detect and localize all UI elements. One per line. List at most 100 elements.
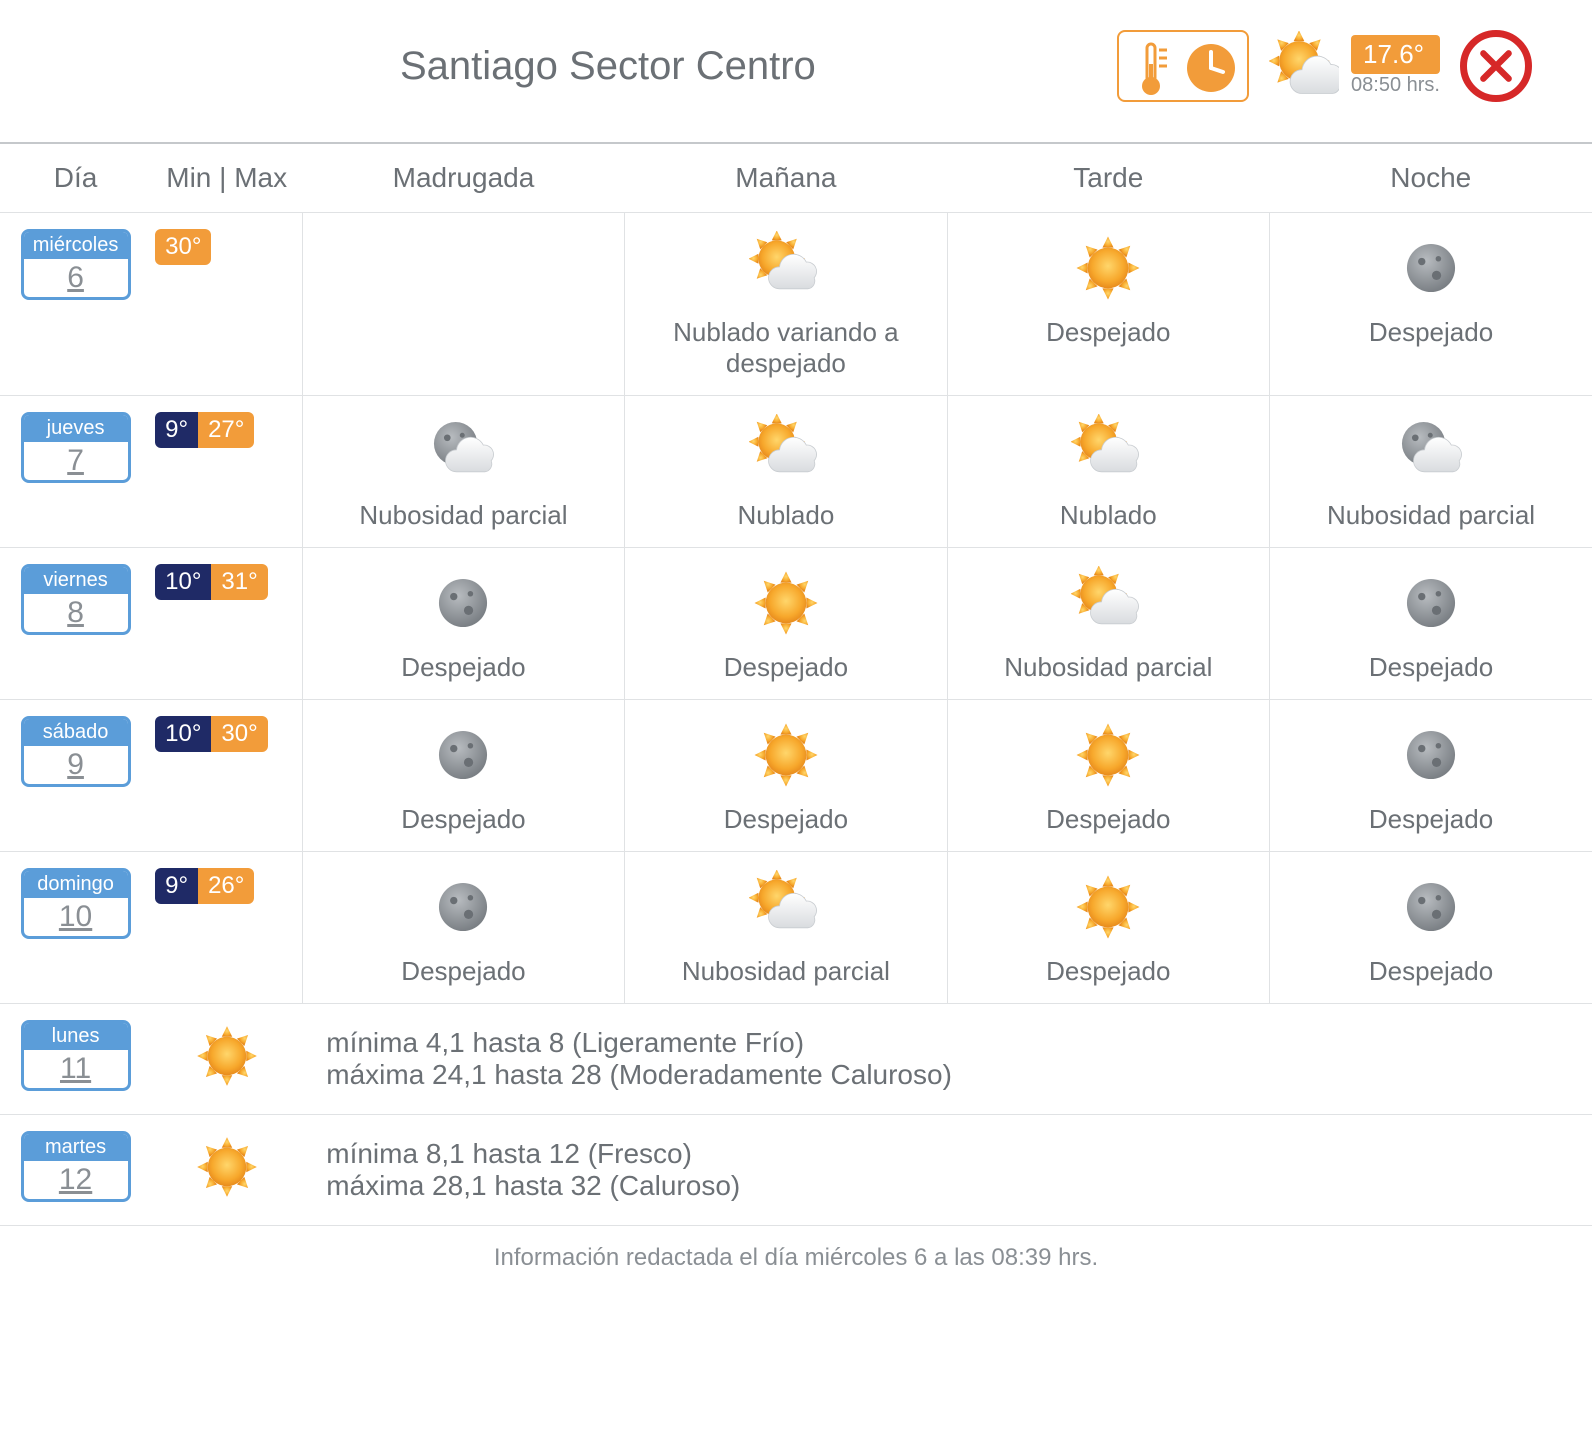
period-cell: Despejado <box>311 868 616 987</box>
day-name: miércoles <box>24 232 128 259</box>
period-label: Nubosidad parcial <box>1327 500 1535 531</box>
sun_cloud-icon <box>1071 414 1145 488</box>
period-label: Despejado <box>724 652 848 683</box>
day-name: domingo <box>24 871 128 898</box>
sun_cloud-icon <box>749 231 823 305</box>
sun-icon <box>1071 870 1145 944</box>
period-cell: Nubosidad parcial <box>956 564 1261 683</box>
close-icon <box>1477 47 1515 85</box>
period-cell: Nublado <box>633 412 938 531</box>
max-temp: 30° <box>211 716 267 752</box>
period-label: Nubosidad parcial <box>359 500 567 531</box>
moon-icon <box>426 718 500 792</box>
ext-min-line: mínima 4,1 hasta 8 (Ligeramente Frío) <box>326 1027 1584 1059</box>
current-weather: 17.6° 08:50 hrs. <box>1269 31 1440 101</box>
day-name: jueves <box>24 415 128 442</box>
col-minmax-header: Min | Max <box>151 144 302 213</box>
sun-icon <box>192 1021 262 1091</box>
day-chip[interactable]: domingo10 <box>21 868 131 939</box>
header-right: 17.6° 08:50 hrs. <box>1117 30 1532 102</box>
day-chip[interactable]: jueves7 <box>21 412 131 483</box>
period-cell: Despejado <box>633 564 938 683</box>
period-cell: Despejado <box>311 716 616 835</box>
day-chip[interactable]: viernes8 <box>21 564 131 635</box>
sun-icon <box>1071 231 1145 305</box>
current-time-label: 08:50 hrs. <box>1351 74 1440 97</box>
min-temp: 9° <box>155 868 198 904</box>
day-chip[interactable]: sábado9 <box>21 716 131 787</box>
page-title: Santiago Sector Centro <box>400 44 816 89</box>
period-label: Nublado <box>1060 500 1157 531</box>
minmax-badge: 10°30° <box>155 716 268 752</box>
forecast-table: Día Min | Max Madrugada Mañana Tarde Noc… <box>0 144 1592 1226</box>
max-temp: 30° <box>155 229 211 265</box>
col-day-header: Día <box>0 144 151 213</box>
period-cell: Despejado <box>1278 868 1584 987</box>
period-label: Nublado variando a despejado <box>633 317 938 379</box>
min-temp: 9° <box>155 412 198 448</box>
view-toggle[interactable] <box>1117 30 1249 102</box>
min-temp: 10° <box>155 564 211 600</box>
period-label: Despejado <box>1369 317 1493 348</box>
header: Santiago Sector Centro 17.6° 08:50 hrs. <box>0 0 1592 142</box>
minmax-badge: 9°27° <box>155 412 254 448</box>
table-row: jueves7 9°27° Nubosidad parcial Nublado Nubl… <box>0 396 1592 548</box>
day-num: 11 <box>24 1050 128 1088</box>
sun-icon <box>749 566 823 640</box>
period-label: Despejado <box>1369 956 1493 987</box>
moon-icon <box>1394 566 1468 640</box>
day-num: 8 <box>24 594 128 632</box>
table-row: martes12mínima 8,1 hasta 12 (Fresco)máxi… <box>0 1115 1592 1226</box>
moon-icon <box>426 566 500 640</box>
day-name: martes <box>24 1134 128 1161</box>
max-temp: 27° <box>198 412 254 448</box>
moon-icon <box>426 870 500 944</box>
minmax-badge: 30° <box>155 229 211 265</box>
period-label: Despejado <box>724 804 848 835</box>
footer-text: Información redactada el día miércoles 6… <box>0 1226 1592 1302</box>
col-period-2: Tarde <box>947 144 1269 213</box>
day-num: 10 <box>24 898 128 936</box>
day-chip[interactable]: miércoles6 <box>21 229 131 300</box>
day-name: sábado <box>24 719 128 746</box>
sun_cloud-icon <box>749 414 823 488</box>
max-temp: 31° <box>211 564 267 600</box>
period-label: Nublado <box>737 500 834 531</box>
period-cell: Despejado <box>956 716 1261 835</box>
period-cell: Nublado <box>956 412 1261 531</box>
moon_cloud-icon <box>426 414 500 488</box>
day-num: 9 <box>24 746 128 784</box>
sun-icon <box>1071 718 1145 792</box>
day-chip[interactable]: martes12 <box>21 1131 131 1202</box>
period-label: Despejado <box>1369 804 1493 835</box>
period-cell: Nublado variando a despejado <box>633 229 938 379</box>
minmax-badge: 10°31° <box>155 564 268 600</box>
sun-icon <box>192 1132 262 1202</box>
period-cell: Despejado <box>956 868 1261 987</box>
period-cell: Nubosidad parcial <box>633 868 938 987</box>
table-row: domingo109°26°DespejadoNubosidad parcial… <box>0 852 1592 1004</box>
max-temp: 26° <box>198 868 254 904</box>
period-cell: Nubosidad parcial <box>1278 412 1584 531</box>
sun_cloud-icon <box>1071 566 1145 640</box>
period-label: Despejado <box>401 804 525 835</box>
table-header-row: Día Min | Max Madrugada Mañana Tarde Noc… <box>0 144 1592 213</box>
period-cell: Despejado <box>956 229 1261 348</box>
moon_cloud-icon <box>1394 414 1468 488</box>
thermometer-icon <box>1129 36 1173 96</box>
period-label: Despejado <box>1046 804 1170 835</box>
sun-cloud-icon <box>1269 31 1339 101</box>
period-cell: Despejado <box>1278 564 1584 683</box>
period-cell: Despejado <box>1278 229 1584 348</box>
day-chip[interactable]: lunes11 <box>21 1020 131 1091</box>
period-cell: Nubosidad parcial <box>311 412 616 531</box>
moon-icon <box>1394 718 1468 792</box>
close-button[interactable] <box>1460 30 1532 102</box>
day-name: viernes <box>24 567 128 594</box>
day-name: lunes <box>24 1023 128 1050</box>
period-cell: Despejado <box>311 564 616 683</box>
day-num: 7 <box>24 442 128 480</box>
minmax-badge: 9°26° <box>155 868 254 904</box>
current-temp-badge: 17.6° <box>1351 35 1440 74</box>
col-period-0: Madrugada <box>302 144 624 213</box>
